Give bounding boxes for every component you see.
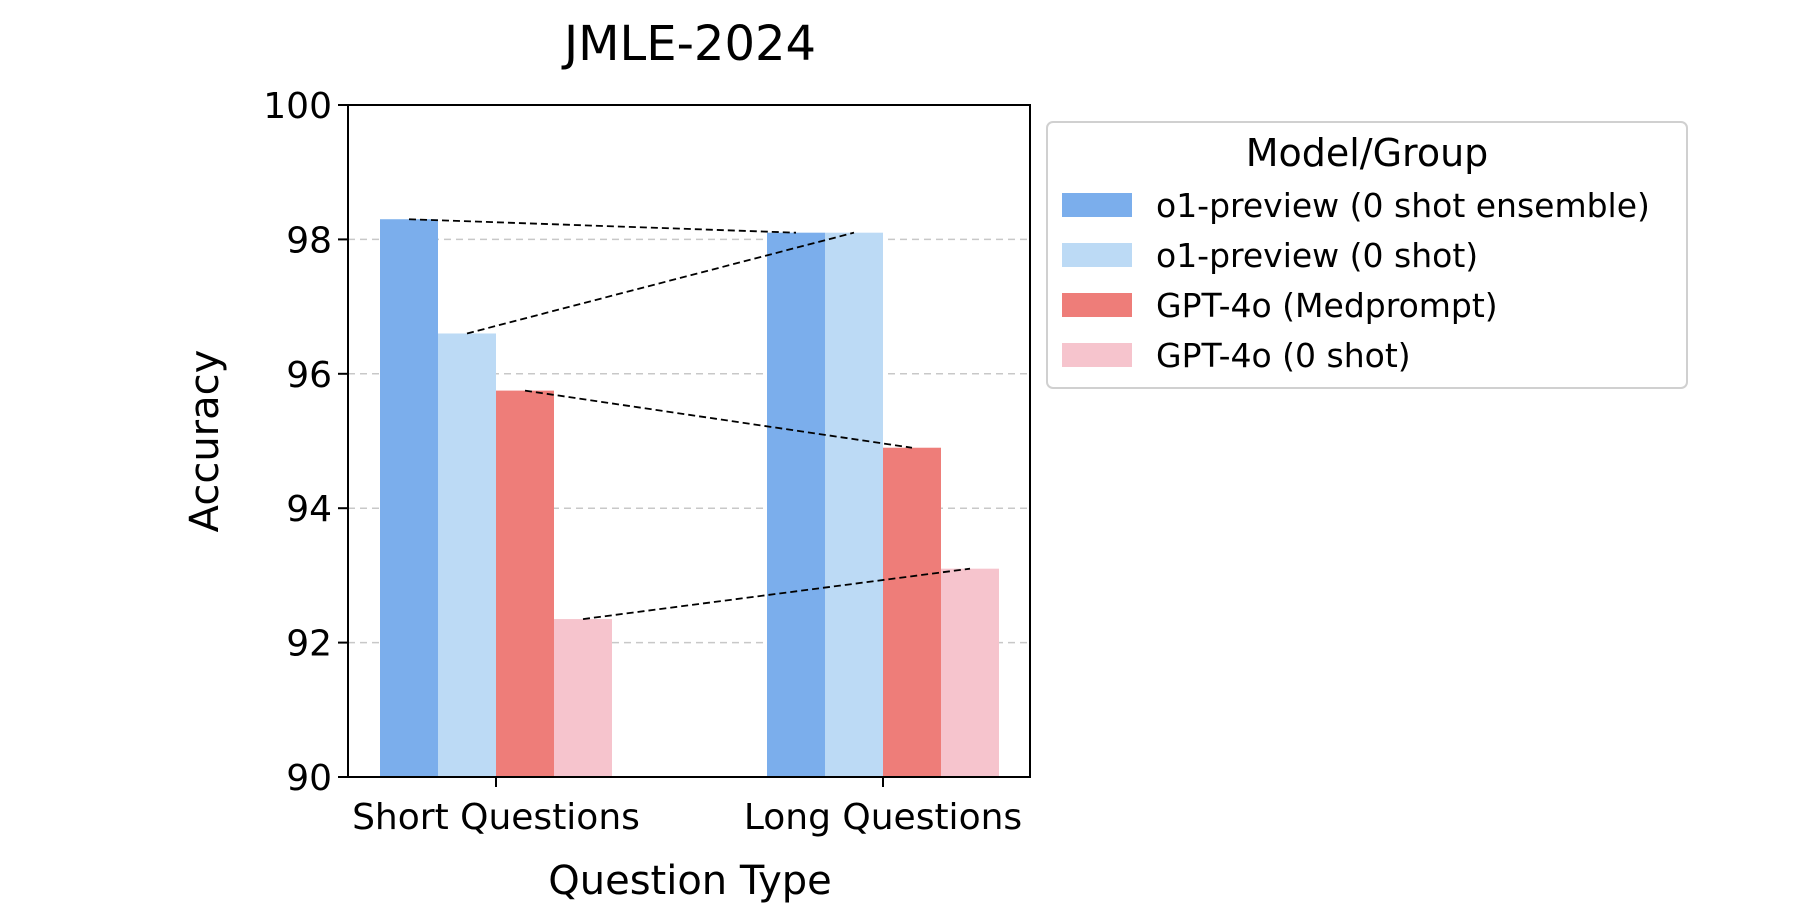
y-tick-label: 94 (286, 489, 332, 530)
bar-2-1 (883, 447, 941, 777)
legend-label: GPT-4o (Medprompt) (1156, 286, 1498, 325)
legend-label: o1-preview (0 shot) (1156, 236, 1478, 275)
legend: Model/Group o1-preview (0 shot ensemble)… (1046, 121, 1688, 389)
connector-lines (408, 218, 971, 620)
chart-title: JMLE-2024 (561, 16, 816, 72)
connector-line (582, 567, 971, 620)
x-tick-label: Long Questions (744, 797, 1022, 838)
connector-line (466, 231, 855, 335)
legend-swatch (1062, 343, 1132, 367)
bar-1-1 (825, 232, 883, 777)
bar-3-1 (941, 568, 999, 777)
bars (380, 219, 999, 778)
legend-swatch (1062, 243, 1132, 267)
connector-line (408, 218, 797, 234)
x-axis-title: Question Type (548, 858, 832, 904)
legend-label: o1-preview (0 shot ensemble) (1156, 186, 1650, 225)
y-tick-label: 100 (263, 86, 332, 127)
y-axis-ticks: 90 92 94 96 98 100 (263, 86, 348, 799)
legend-title: Model/Group (1246, 131, 1489, 175)
legend-frame (1046, 121, 1688, 389)
bar-3-0 (554, 619, 612, 777)
y-tick-label: 90 (286, 758, 332, 799)
y-tick-label: 98 (286, 220, 332, 261)
bar-1-0 (438, 333, 496, 777)
legend-swatch (1062, 293, 1132, 317)
y-tick-label: 96 (286, 355, 332, 396)
bar-2-0 (496, 390, 554, 777)
connector-line (524, 389, 913, 449)
x-axis-ticks: Short Questions Long Questions (352, 777, 1022, 838)
y-tick-label: 92 (286, 624, 332, 665)
y-axis-title: Accuracy (182, 350, 228, 533)
bar-0-1 (767, 232, 825, 777)
legend-swatch (1062, 193, 1132, 217)
bar-0-0 (380, 219, 438, 778)
legend-label: GPT-4o (0 shot) (1156, 336, 1411, 375)
plot-frame (347, 104, 1031, 778)
legend-items: o1-preview (0 shot ensemble) o1-preview (… (1062, 186, 1650, 375)
x-tick-label: Short Questions (352, 797, 640, 838)
